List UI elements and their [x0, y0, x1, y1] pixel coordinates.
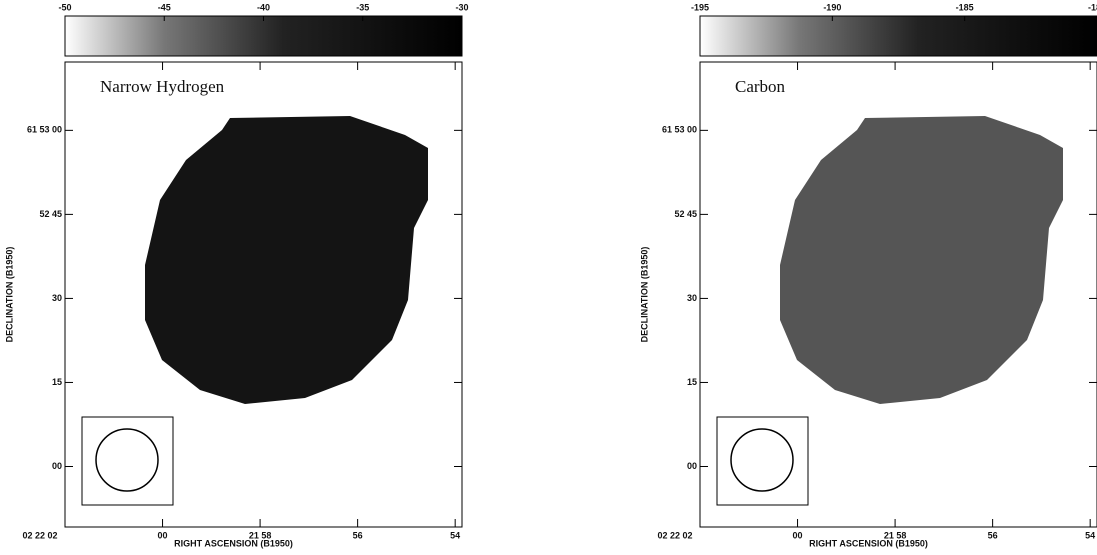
- colorbar: [65, 16, 462, 56]
- figure: -50 -45 -40 -35 -30 Narrow Hydrogen 02 22 02 00…: [0, 0, 1097, 550]
- colorbar-tick-label: -190: [823, 2, 841, 12]
- colorbar: [700, 16, 1097, 56]
- y-tick-label: 00: [687, 461, 697, 471]
- colorbar-tick-label: -50: [58, 2, 71, 12]
- y-tick-label: 15: [52, 377, 62, 387]
- y-axis-label: DECLINATION (B1950): [639, 247, 649, 343]
- y-tick-label: 52 45: [39, 209, 62, 219]
- emission-region: [145, 116, 428, 404]
- colorbar-tick-label: -45: [158, 2, 171, 12]
- y-tick-label: 61 53 00: [27, 125, 62, 135]
- x-tick-label: 54: [450, 530, 460, 540]
- y-axis-label: DECLINATION (B1950): [4, 247, 14, 343]
- emission-region: [780, 116, 1063, 404]
- page: {"chart_data": [ {"type": "image", "titl…: [0, 0, 1097, 550]
- x-tick-label: 56: [353, 530, 363, 540]
- x-axis-label: RIGHT ASCENSION (B1950): [809, 538, 928, 548]
- panel: -50 -45 -40 -35 -30 Narrow Hydrogen 02 22 02 00…: [4, 2, 468, 548]
- y-tick-label: 61 53 00: [662, 125, 697, 135]
- y-tick-label: 00: [52, 461, 62, 471]
- y-tick-label: 30: [52, 293, 62, 303]
- colorbar-tick-label: -40: [257, 2, 270, 12]
- panel-title: Carbon: [735, 77, 786, 96]
- x-axis-label: RIGHT ASCENSION (B1950): [174, 538, 293, 548]
- colorbar-tick-label: -35: [356, 2, 369, 12]
- colorbar-tick-label: -180: [1088, 2, 1097, 12]
- y-tick-label: 30: [687, 293, 697, 303]
- x-tick-label: 00: [158, 530, 168, 540]
- x-tick-label: 00: [793, 530, 803, 540]
- colorbar-tick-label: -195: [691, 2, 709, 12]
- x-tick-label: 56: [988, 530, 998, 540]
- x-tick-label: 02 22 02: [657, 530, 692, 540]
- panel-title: Narrow Hydrogen: [100, 77, 225, 96]
- x-tick-label: 54: [1085, 530, 1095, 540]
- colorbar-tick-label: -30: [455, 2, 468, 12]
- x-tick-label: 02 22 02: [22, 530, 57, 540]
- y-tick-label: 15: [687, 377, 697, 387]
- colorbar-tick-label: -185: [956, 2, 974, 12]
- y-tick-label: 52 45: [674, 209, 697, 219]
